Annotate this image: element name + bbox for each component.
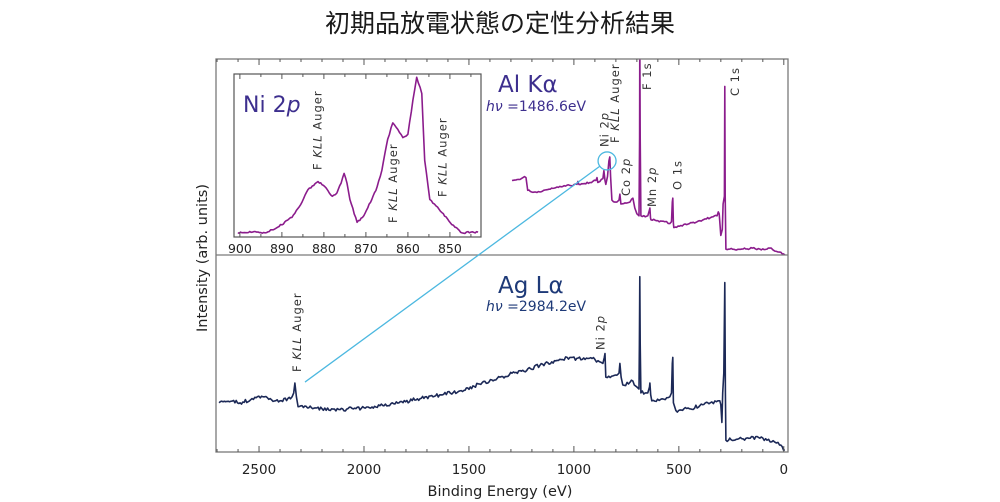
annotation-italic-part: p: [597, 112, 611, 121]
hv-symbol: hν: [486, 299, 503, 315]
inset-x-tick-label: 890: [270, 241, 294, 256]
x-tick-label: 1500: [452, 462, 486, 478]
annotation-text-part: F: [608, 131, 622, 143]
upper-series-line: [511, 59, 786, 255]
lower-source-label: Ag Lα: [498, 273, 564, 299]
annotation-text-part: Auger: [289, 292, 303, 336]
upper-photon-energy-label: hν =1486.6eV: [486, 99, 586, 115]
annotation-italic-part: KLL: [435, 161, 449, 184]
annotation-text-part: F: [289, 360, 303, 372]
annotation-text-part: F: [435, 185, 449, 197]
peak-annotation: F KLL Auger: [289, 292, 303, 372]
annotation-text-part: Ni 2: [597, 120, 611, 147]
peak-annotation: O 1s: [670, 160, 684, 190]
annotation-italic-part: p: [593, 315, 607, 324]
inset-x-tick-label: 880: [312, 241, 336, 256]
annotation-italic-part: KLL: [608, 107, 622, 130]
inset-x-tick-label: 860: [396, 241, 420, 256]
x-tick-label: 2500: [242, 462, 276, 478]
zoom-callout: [304, 151, 617, 383]
annotation-text-part: F 1s: [639, 62, 653, 90]
hv-value: =1486.6eV: [503, 99, 587, 115]
zoom-circle: [597, 151, 617, 171]
x-axis-label: Binding Energy (eV): [428, 484, 573, 500]
inset-x-tick-label: 900: [228, 241, 252, 256]
inset-x-tick-label: 850: [438, 241, 462, 256]
x-tick-label: 1000: [557, 462, 591, 478]
inset-title: Ni 2p: [243, 93, 301, 118]
peak-annotation: C 1s: [728, 67, 742, 96]
annotation-text-part: Mn 2: [645, 175, 659, 207]
inset-title-normal: Ni 2: [243, 93, 287, 118]
annotation-italic-part: KLL: [289, 336, 303, 359]
lower-panel: F KLL Auger Ni 2p: [218, 275, 785, 451]
annotation-text-part: O 1s: [670, 160, 684, 190]
lower-photon-energy-label: hν =2984.2eV: [486, 299, 586, 315]
annotation-text-part: F: [310, 158, 324, 170]
annotation-italic-part: p: [645, 167, 659, 176]
chart-title: 初期品放電状態の定性分析結果: [325, 9, 675, 38]
annotation-text-part: Auger: [386, 143, 400, 187]
peak-annotation: F KLL Auger: [435, 117, 449, 197]
hv-symbol: hν: [486, 99, 503, 115]
annotation-text-part: Auger: [310, 90, 324, 134]
annotation-text-part: F: [386, 211, 400, 223]
inset-series-line: [237, 76, 479, 235]
peak-annotation: Ni 2p: [597, 112, 611, 147]
inset-x-tick-label: 870: [354, 241, 378, 256]
zoom-connector-line: [304, 165, 601, 383]
annotation-text-part: Auger: [435, 117, 449, 161]
annotation-italic-part: KLL: [310, 134, 324, 157]
peak-annotation: Mn 2p: [645, 167, 659, 208]
hv-value: =2984.2eV: [503, 299, 587, 315]
peak-annotation: F KLL Auger: [310, 90, 324, 170]
peak-annotation: Ni 2p: [593, 315, 607, 350]
peak-annotation: Co 2p: [619, 158, 633, 196]
upper-source-label: Al Kα: [498, 72, 558, 98]
annotation-italic-part: KLL: [386, 187, 400, 210]
inset-title-italic: p: [286, 93, 301, 118]
x-tick-label: 2000: [347, 462, 381, 478]
peak-annotation: F KLL Auger: [386, 143, 400, 223]
annotation-italic-part: p: [619, 158, 633, 167]
x-tick-label: 0: [780, 462, 789, 478]
y-axis-label: Intensity (arb. units): [195, 184, 211, 332]
x-tick-label: 500: [666, 462, 692, 478]
peak-annotation: F 1s: [639, 62, 653, 90]
annotation-text-part: Co 2: [619, 166, 633, 196]
annotation-text-part: C 1s: [728, 67, 742, 96]
peak-annotation: F KLL Auger: [608, 63, 622, 143]
lower-series-line: [218, 275, 785, 451]
annotation-text-part: Auger: [608, 63, 622, 107]
annotation-text-part: Ni 2: [593, 323, 607, 350]
x-axis-ticks: 2500 2000 1500 1000 500 0 900 890 880 870 860 850: [216, 59, 789, 478]
